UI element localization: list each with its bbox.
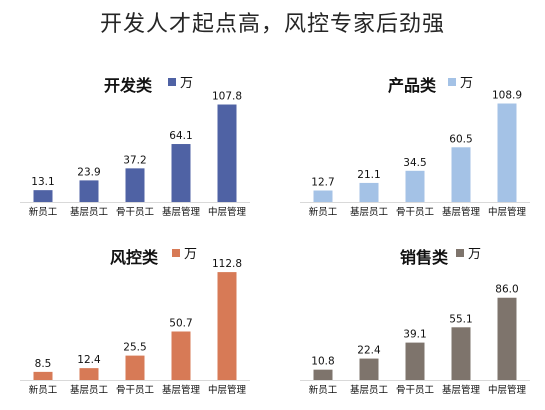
legend-label: 万 xyxy=(180,76,193,91)
category-label: 基层管理 xyxy=(162,384,201,396)
data-label: 64.1 xyxy=(169,130,192,142)
category-label: 基层员工 xyxy=(70,384,109,396)
data-label: 112.8 xyxy=(212,258,242,270)
category-label: 新员工 xyxy=(309,384,338,396)
category-label: 中层管理 xyxy=(488,384,527,396)
panel-title: 风控类 xyxy=(110,248,159,267)
legend-swatch xyxy=(448,78,456,86)
bar xyxy=(497,297,517,380)
legend-label: 万 xyxy=(184,247,197,262)
data-label: 86.0 xyxy=(495,284,518,296)
category-label: 新员工 xyxy=(309,206,338,218)
category-label: 骨干员工 xyxy=(116,385,155,396)
legend-swatch xyxy=(456,249,464,257)
category-label: 基层管理 xyxy=(442,384,481,396)
panel-title: 开发类 xyxy=(104,76,153,95)
bar xyxy=(451,147,471,202)
data-label: 34.5 xyxy=(403,157,426,169)
bar xyxy=(33,190,53,202)
category-label: 中层管理 xyxy=(208,384,247,396)
legend-label: 万 xyxy=(460,76,473,91)
data-label: 39.1 xyxy=(403,329,426,341)
legend-swatch xyxy=(168,78,176,86)
data-label: 13.1 xyxy=(31,176,54,188)
category-label: 基层员工 xyxy=(350,384,389,396)
page-title: 开发人才起点高，风控专家后劲强 xyxy=(99,12,445,37)
category-label: 基层员工 xyxy=(350,206,389,218)
bar xyxy=(171,331,191,380)
bar xyxy=(405,342,425,380)
category-label: 基层管理 xyxy=(162,206,201,218)
legend-swatch xyxy=(172,249,180,257)
data-label: 23.9 xyxy=(77,166,100,178)
data-label: 21.1 xyxy=(357,169,380,181)
data-label: 22.4 xyxy=(357,345,381,357)
category-label: 骨干员工 xyxy=(396,207,435,218)
bar xyxy=(79,368,99,380)
panel-title: 产品类 xyxy=(388,76,437,95)
bar xyxy=(313,190,333,202)
data-label: 107.8 xyxy=(212,91,242,103)
bar xyxy=(217,104,237,202)
bar xyxy=(359,182,379,202)
legend-label: 万 xyxy=(468,247,481,262)
data-label: 50.7 xyxy=(169,318,192,330)
bar xyxy=(497,103,517,202)
data-label: 8.5 xyxy=(35,358,52,370)
panel-title: 销售类 xyxy=(400,248,449,267)
bar xyxy=(125,355,145,380)
category-label: 新员工 xyxy=(29,206,58,218)
category-label: 骨干员工 xyxy=(396,385,435,396)
bar xyxy=(313,369,333,380)
bar xyxy=(125,168,145,202)
category-label: 骨干员工 xyxy=(116,207,155,218)
category-label: 中层管理 xyxy=(208,206,247,218)
category-label: 新员工 xyxy=(29,384,58,396)
data-label: 108.9 xyxy=(492,90,522,102)
bar xyxy=(405,170,425,202)
data-label: 60.5 xyxy=(449,133,472,145)
bar xyxy=(33,371,53,380)
category-label: 中层管理 xyxy=(488,206,527,218)
data-label: 12.4 xyxy=(77,354,101,366)
data-label: 25.5 xyxy=(123,342,146,354)
bar xyxy=(359,358,379,380)
data-label: 37.2 xyxy=(123,154,146,166)
bar xyxy=(171,144,191,202)
data-label: 12.7 xyxy=(311,177,334,189)
category-label: 基层员工 xyxy=(70,206,109,218)
category-label: 基层管理 xyxy=(442,206,481,218)
bar xyxy=(217,272,237,380)
data-label: 55.1 xyxy=(449,313,472,325)
data-label: 10.8 xyxy=(311,356,334,368)
bar xyxy=(79,180,99,202)
bar xyxy=(451,327,471,380)
